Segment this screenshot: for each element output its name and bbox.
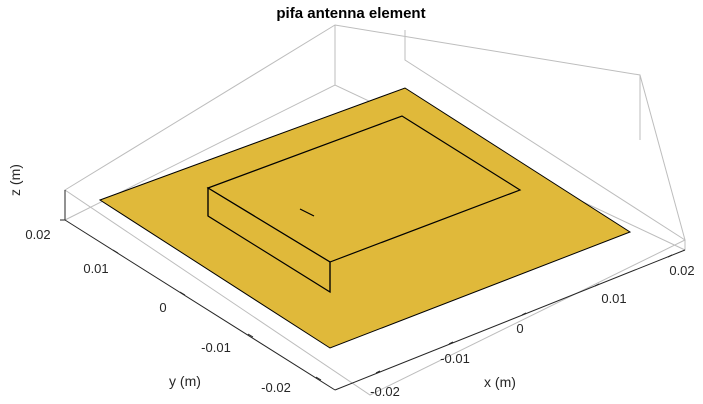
y-tick-label: -0.02 bbox=[261, 380, 291, 395]
z-axis-ticks: 0.02 bbox=[25, 219, 65, 242]
x-axis-label: x (m) bbox=[484, 374, 516, 390]
box-top-outline bbox=[64, 24, 686, 396]
x-tick-label: -0.02 bbox=[370, 384, 400, 399]
pifa-radiator bbox=[206, 115, 522, 294]
x-tick-label: 0.02 bbox=[669, 263, 694, 278]
x-axis-line bbox=[334, 249, 686, 391]
feed-line bbox=[299, 208, 315, 217]
y-axis-label: y (m) bbox=[169, 373, 201, 389]
x-axis-ticks: -0.02 -0.01 0 0.01 0.02 bbox=[370, 254, 695, 399]
z-tick-label: 0.02 bbox=[25, 227, 50, 242]
x-tick-label: 0 bbox=[516, 321, 523, 336]
y-axis-line bbox=[64, 219, 336, 391]
x-tick-label: -0.01 bbox=[440, 351, 470, 366]
y-tick-label: 0 bbox=[159, 300, 166, 315]
y-axis-ticks: 0.01 0 -0.01 -0.02 bbox=[83, 249, 322, 395]
y-tick-label: 0.01 bbox=[83, 261, 108, 276]
box-inner-edge bbox=[404, 30, 686, 241]
plot-title: pifa antenna element bbox=[276, 5, 425, 22]
y-tick-label: -0.01 bbox=[201, 340, 231, 355]
x-tick-label: 0.01 bbox=[601, 291, 626, 306]
z-axis-label: z (m) bbox=[7, 164, 23, 196]
